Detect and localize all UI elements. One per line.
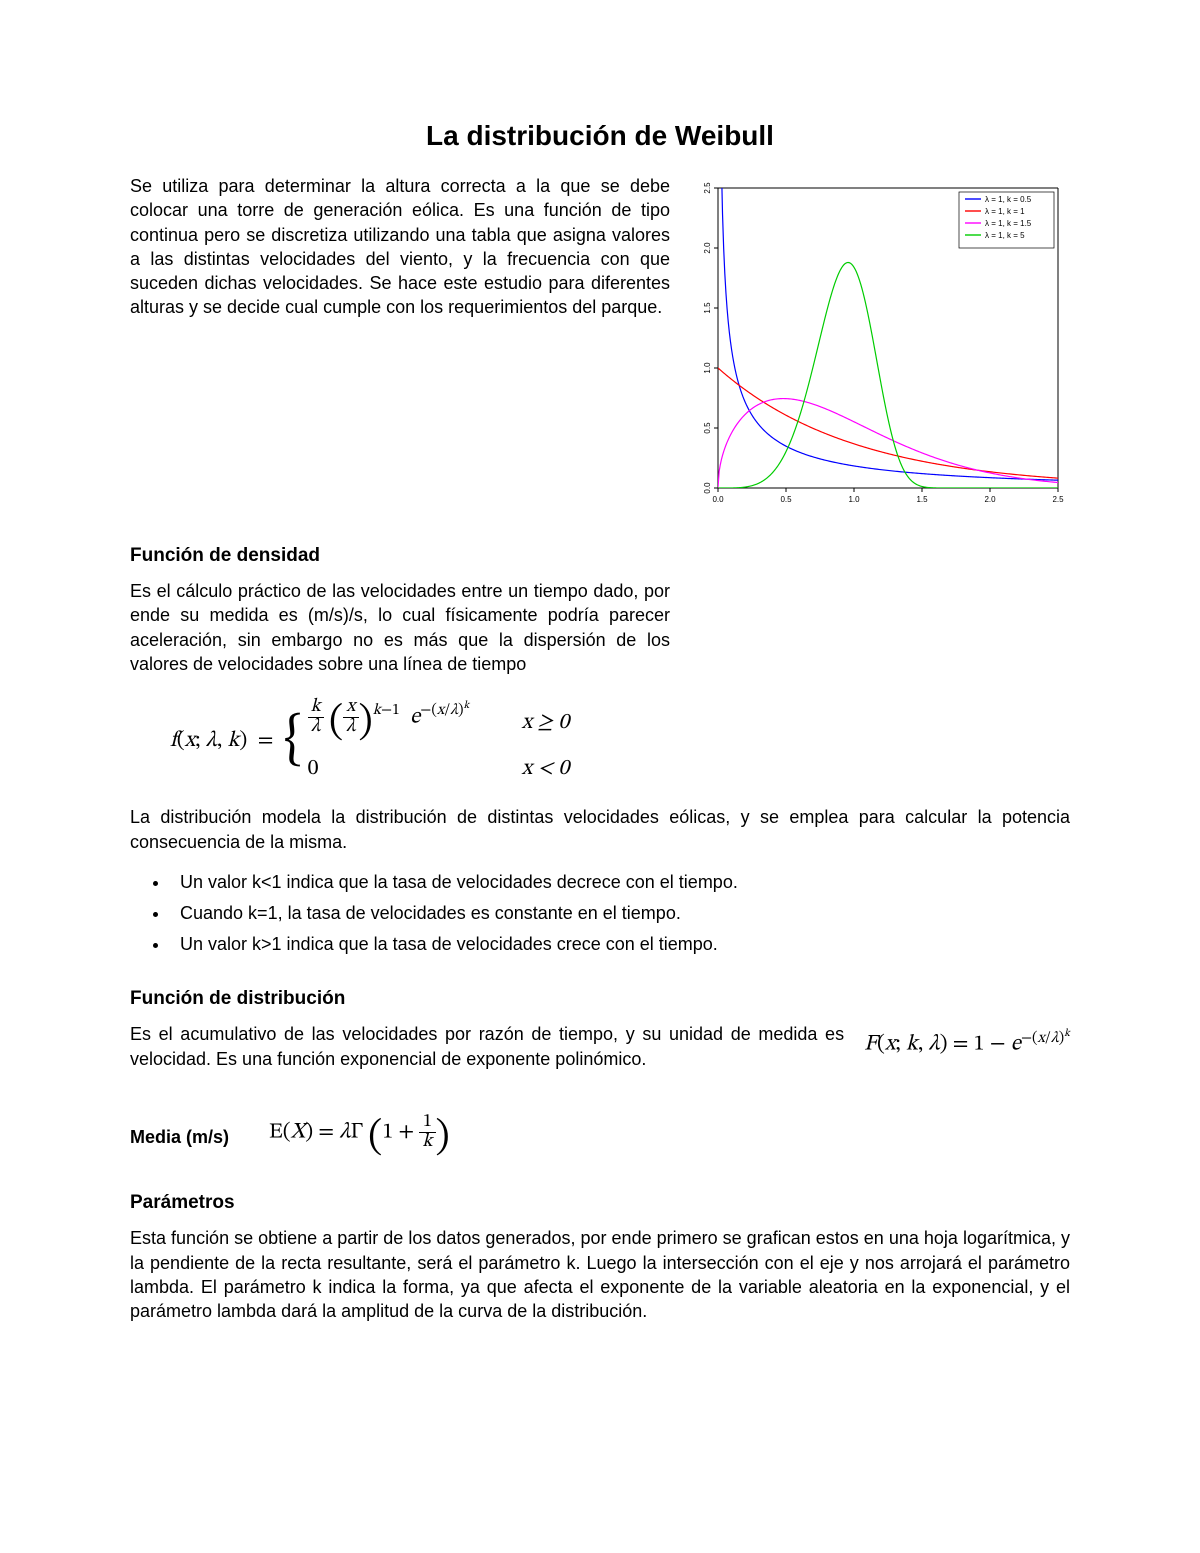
weibull-chart-svg: 0.0 0.5 1.0 1.5 2.0 2.5 0.0 0.5 1.0 1.5 2.0 2.5 λ = … <box>690 178 1068 510</box>
heading-densidad: Función de densidad <box>130 545 1070 567</box>
svg-text:λ = 1, k = 1: λ = 1, k = 1 <box>985 207 1025 216</box>
svg-text:2.0: 2.0 <box>984 495 996 504</box>
bullet-text: Un valor k<1 indica que la tasa de veloc… <box>180 872 738 892</box>
svg-text:0.5: 0.5 <box>780 495 792 504</box>
svg-text:λ = 1, k = 0.5: λ = 1, k = 0.5 <box>985 195 1032 204</box>
svg-text:1.0: 1.0 <box>848 495 860 504</box>
svg-text:2.0: 2.0 <box>703 242 712 254</box>
svg-text:1.5: 1.5 <box>916 495 928 504</box>
svg-text:λ = 1, k = 1.5: λ = 1, k = 1.5 <box>985 219 1032 228</box>
distribucion-paragraph: Es el acumulativo de las velocidades por… <box>130 1022 844 1071</box>
bullet-text: Cuando k=1, la tasa de velocidades es co… <box>180 903 681 923</box>
densidad-bullets: Un valor k<1 indica que la tasa de veloc… <box>170 868 1070 958</box>
svg-text:2.5: 2.5 <box>1052 495 1064 504</box>
intro-paragraph: Se utiliza para determinar la altura cor… <box>130 174 670 320</box>
parametros-paragraph: Esta función se obtiene a partir de los … <box>130 1226 1070 1323</box>
list-item: Un valor k>1 indica que la tasa de veloc… <box>170 930 1070 959</box>
svg-text:2.5: 2.5 <box>703 182 712 194</box>
media-label: Media (m/s) <box>130 1127 229 1148</box>
distribucion-row: Es el acumulativo de las velocidades por… <box>130 1022 1070 1085</box>
heading-parametros: Parámetros <box>130 1192 1070 1214</box>
svg-text:0.0: 0.0 <box>703 482 712 494</box>
svg-text:1.5: 1.5 <box>703 302 712 314</box>
document-page: La distribución de Weibull Se utiliza pa… <box>0 0 1200 1553</box>
cdf-formula: F(x; k, λ) = 1 − e−(x/λ)k <box>864 1022 1070 1058</box>
heading-distribucion: Función de distribución <box>130 988 1070 1010</box>
svg-text:0.5: 0.5 <box>703 422 712 434</box>
densidad-paragraph: Es el cálculo práctico de las velocidade… <box>130 579 670 676</box>
svg-text:λ = 1, k = 5: λ = 1, k = 5 <box>985 231 1025 240</box>
media-row: Media (m/s) E(X) = λΓ (1 + 1k) <box>130 1113 1070 1162</box>
list-item: Cuando k=1, la tasa de velocidades es co… <box>170 899 1070 928</box>
svg-text:1.0: 1.0 <box>703 362 712 374</box>
pdf-formula: f(x; λ, k) = { kλ (xλ)k−1 e−(x/λ)k x ≥ 0… <box>170 694 1070 787</box>
media-formula: E(X) = λΓ (1 + 1k) <box>269 1113 450 1162</box>
list-item: Un valor k<1 indica que la tasa de veloc… <box>170 868 1070 897</box>
bullet-text: Un valor k>1 indica que la tasa de veloc… <box>180 934 718 954</box>
intro-row: Se utiliza para determinar la altura cor… <box>130 174 1070 515</box>
svg-text:0.0: 0.0 <box>712 495 724 504</box>
densidad-after-paragraph: La distribución modela la distribución d… <box>130 805 1070 854</box>
page-title: La distribución de Weibull <box>130 120 1070 152</box>
weibull-chart: 0.0 0.5 1.0 1.5 2.0 2.5 0.0 0.5 1.0 1.5 2.0 2.5 λ = … <box>690 178 1070 515</box>
